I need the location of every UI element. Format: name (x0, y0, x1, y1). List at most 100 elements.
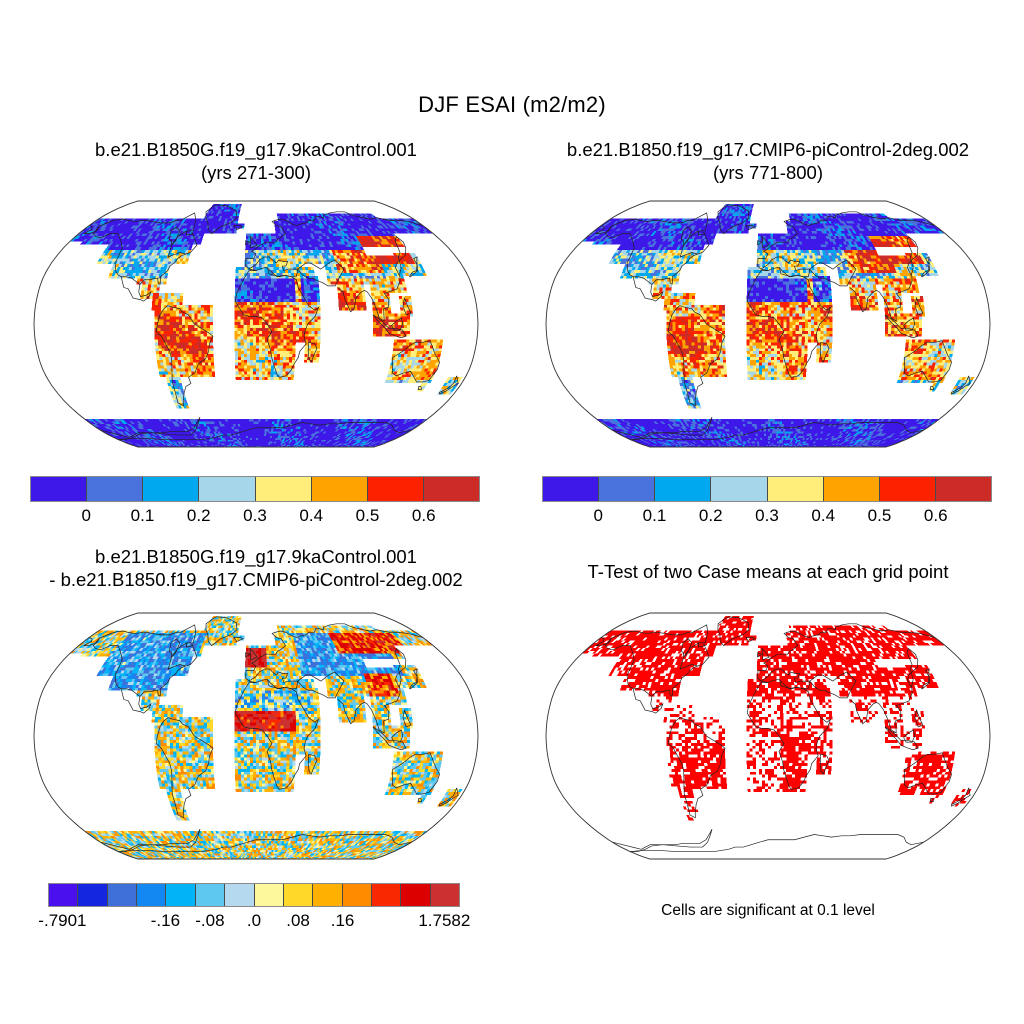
grid-cell (369, 255, 374, 259)
grid-cell (150, 421, 156, 425)
grid-cell (378, 284, 383, 288)
grid-cell (356, 275, 360, 279)
grid-cell (316, 431, 321, 434)
grid-cell (322, 433, 327, 436)
grid-cell (249, 339, 253, 343)
grid-cell (378, 333, 383, 337)
grid-cell (240, 348, 244, 352)
grid-cell (174, 444, 179, 446)
grid-cell (340, 435, 345, 438)
grid-cell (179, 348, 184, 352)
grid-cell (166, 327, 170, 331)
grid-cell (350, 298, 354, 302)
grid-cell (210, 439, 214, 442)
grid-cell (296, 327, 300, 331)
grid-cell (355, 290, 359, 294)
grid-cell (270, 433, 273, 436)
grid-cell (213, 421, 218, 425)
grid-cell (342, 258, 347, 262)
grid-cell (131, 258, 136, 262)
grid-cell (169, 330, 173, 334)
grid-cell (241, 368, 245, 372)
grid-cell (270, 428, 274, 432)
grid-cell (351, 439, 357, 442)
grid-cell (276, 368, 280, 372)
grid-cell (305, 333, 309, 337)
grid-cell (120, 264, 125, 268)
grid-cell (328, 431, 333, 434)
grid-cell (105, 424, 111, 427)
grid-cell (155, 264, 160, 268)
grid-cell (336, 249, 341, 253)
grid-cell (256, 339, 260, 343)
grid-cell (379, 433, 386, 436)
grid-cell (188, 310, 192, 314)
grid-cell (299, 272, 304, 276)
grid-cell (282, 284, 287, 288)
grid-cell (271, 435, 275, 438)
grid-cell (259, 443, 262, 445)
grid-cell (286, 307, 290, 311)
grid-cell (258, 431, 261, 434)
grid-cell (240, 287, 244, 291)
grid-cell (337, 439, 342, 442)
grid-cell (103, 252, 109, 256)
grid-cell (156, 441, 162, 444)
grid-cell (205, 424, 209, 427)
grid-cell (401, 258, 406, 262)
grid-cell (339, 258, 344, 262)
grid-cell (335, 275, 339, 279)
grid-cell (240, 325, 244, 328)
grid-cell (268, 307, 272, 311)
grid-cell (396, 426, 402, 429)
grid-cell (383, 296, 387, 299)
grid-cell (405, 298, 409, 302)
grid-cell (148, 426, 154, 429)
grid-cell (151, 258, 156, 262)
grid-cell (243, 441, 246, 444)
grid-cell (166, 319, 170, 323)
grid-cell (311, 339, 315, 343)
grid-cell (240, 298, 244, 302)
grid-cell (395, 433, 402, 436)
grid-cell (149, 249, 154, 253)
grid-cell (158, 298, 162, 302)
grid-cell (324, 428, 329, 432)
grid-cell (208, 362, 212, 366)
grid-cell (191, 336, 195, 340)
grid-cell (330, 443, 335, 445)
grid-cell (295, 261, 299, 265)
grid-cell (436, 342, 440, 346)
grid-cell (178, 365, 182, 369)
grid-cell (243, 336, 247, 340)
grid-cell (315, 359, 320, 363)
grid-cell (247, 374, 251, 378)
grid-cell (340, 419, 345, 422)
grid-cell (252, 437, 255, 440)
grid-cell (401, 374, 406, 378)
grid-cell (129, 272, 134, 276)
grid-cell (171, 444, 175, 446)
grid-cell (271, 339, 275, 343)
grid-cell (210, 433, 214, 436)
grid-cell (361, 443, 367, 445)
grid-cell (168, 439, 174, 442)
grid-cell (273, 267, 277, 271)
grid-cell (159, 443, 165, 445)
grid-cell (147, 272, 151, 276)
grid-cell (322, 437, 327, 440)
grid-cell (382, 327, 386, 331)
grid-cell (158, 435, 164, 438)
grid-cell (193, 362, 197, 366)
grid-cell (371, 296, 375, 299)
grid-cell (371, 267, 375, 271)
grid-cell (396, 380, 401, 384)
grid-cell (374, 298, 379, 302)
grid-cell (112, 247, 118, 250)
grid-cell (256, 336, 260, 340)
grid-cell (366, 261, 371, 265)
grid-cell (244, 362, 248, 366)
grid-cell (152, 298, 156, 302)
grid-cell (265, 327, 269, 331)
grid-cell (141, 439, 148, 442)
